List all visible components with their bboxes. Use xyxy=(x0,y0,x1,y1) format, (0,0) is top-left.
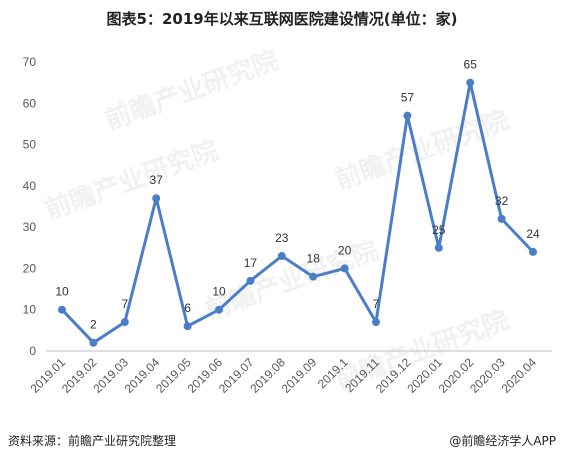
y-tick-label: 20 xyxy=(23,261,37,275)
y-tick-label: 50 xyxy=(23,138,37,152)
data-label: 20 xyxy=(338,243,352,257)
series-line xyxy=(60,81,535,345)
data-label: 25 xyxy=(432,223,446,237)
data-point xyxy=(152,194,161,203)
data-label: 10 xyxy=(212,285,226,299)
data-label: 17 xyxy=(244,256,258,270)
y-tick-label: 0 xyxy=(29,344,36,358)
x-tick-label: 2019.09 xyxy=(279,355,320,396)
data-point xyxy=(246,276,255,285)
data-label: 6 xyxy=(184,301,191,315)
y-tick-label: 70 xyxy=(23,55,37,69)
y-tick-label: 60 xyxy=(23,96,37,110)
y-tick-label: 40 xyxy=(23,179,37,193)
data-label: 23 xyxy=(275,231,289,245)
data-point xyxy=(497,214,506,223)
data-label: 65 xyxy=(464,58,478,72)
data-label: 37 xyxy=(150,173,164,187)
data-label: 24 xyxy=(526,227,540,241)
data-label: 32 xyxy=(495,194,509,208)
data-point xyxy=(434,243,443,252)
y-tick-label: 30 xyxy=(23,220,37,234)
data-point xyxy=(120,318,129,327)
data-label: 7 xyxy=(121,297,128,311)
data-label: 7 xyxy=(373,297,380,311)
data-point xyxy=(183,322,192,331)
data-label: 18 xyxy=(307,252,321,266)
data-point xyxy=(372,318,380,327)
data-label: 57 xyxy=(401,91,415,105)
data-point xyxy=(340,264,349,273)
publisher-credit: @前瞻经济学人APP xyxy=(449,434,556,448)
chart-title: 图表5：2019年以来互联网医院建设情况(单位：家) xyxy=(106,10,458,28)
data-point xyxy=(309,272,318,281)
data-point xyxy=(277,252,286,261)
data-label: 10 xyxy=(55,285,69,299)
source-note: 资料来源：前瞻产业研究院整理 xyxy=(8,434,177,448)
y-tick-label: 10 xyxy=(23,303,37,317)
data-point xyxy=(215,305,223,314)
x-tick-label: 2020.04 xyxy=(499,355,540,396)
data-point xyxy=(58,305,66,314)
data-label: 2 xyxy=(90,318,97,332)
data-point xyxy=(89,338,98,347)
data-point xyxy=(403,111,412,120)
data-point xyxy=(466,78,475,87)
data-point xyxy=(529,247,537,256)
